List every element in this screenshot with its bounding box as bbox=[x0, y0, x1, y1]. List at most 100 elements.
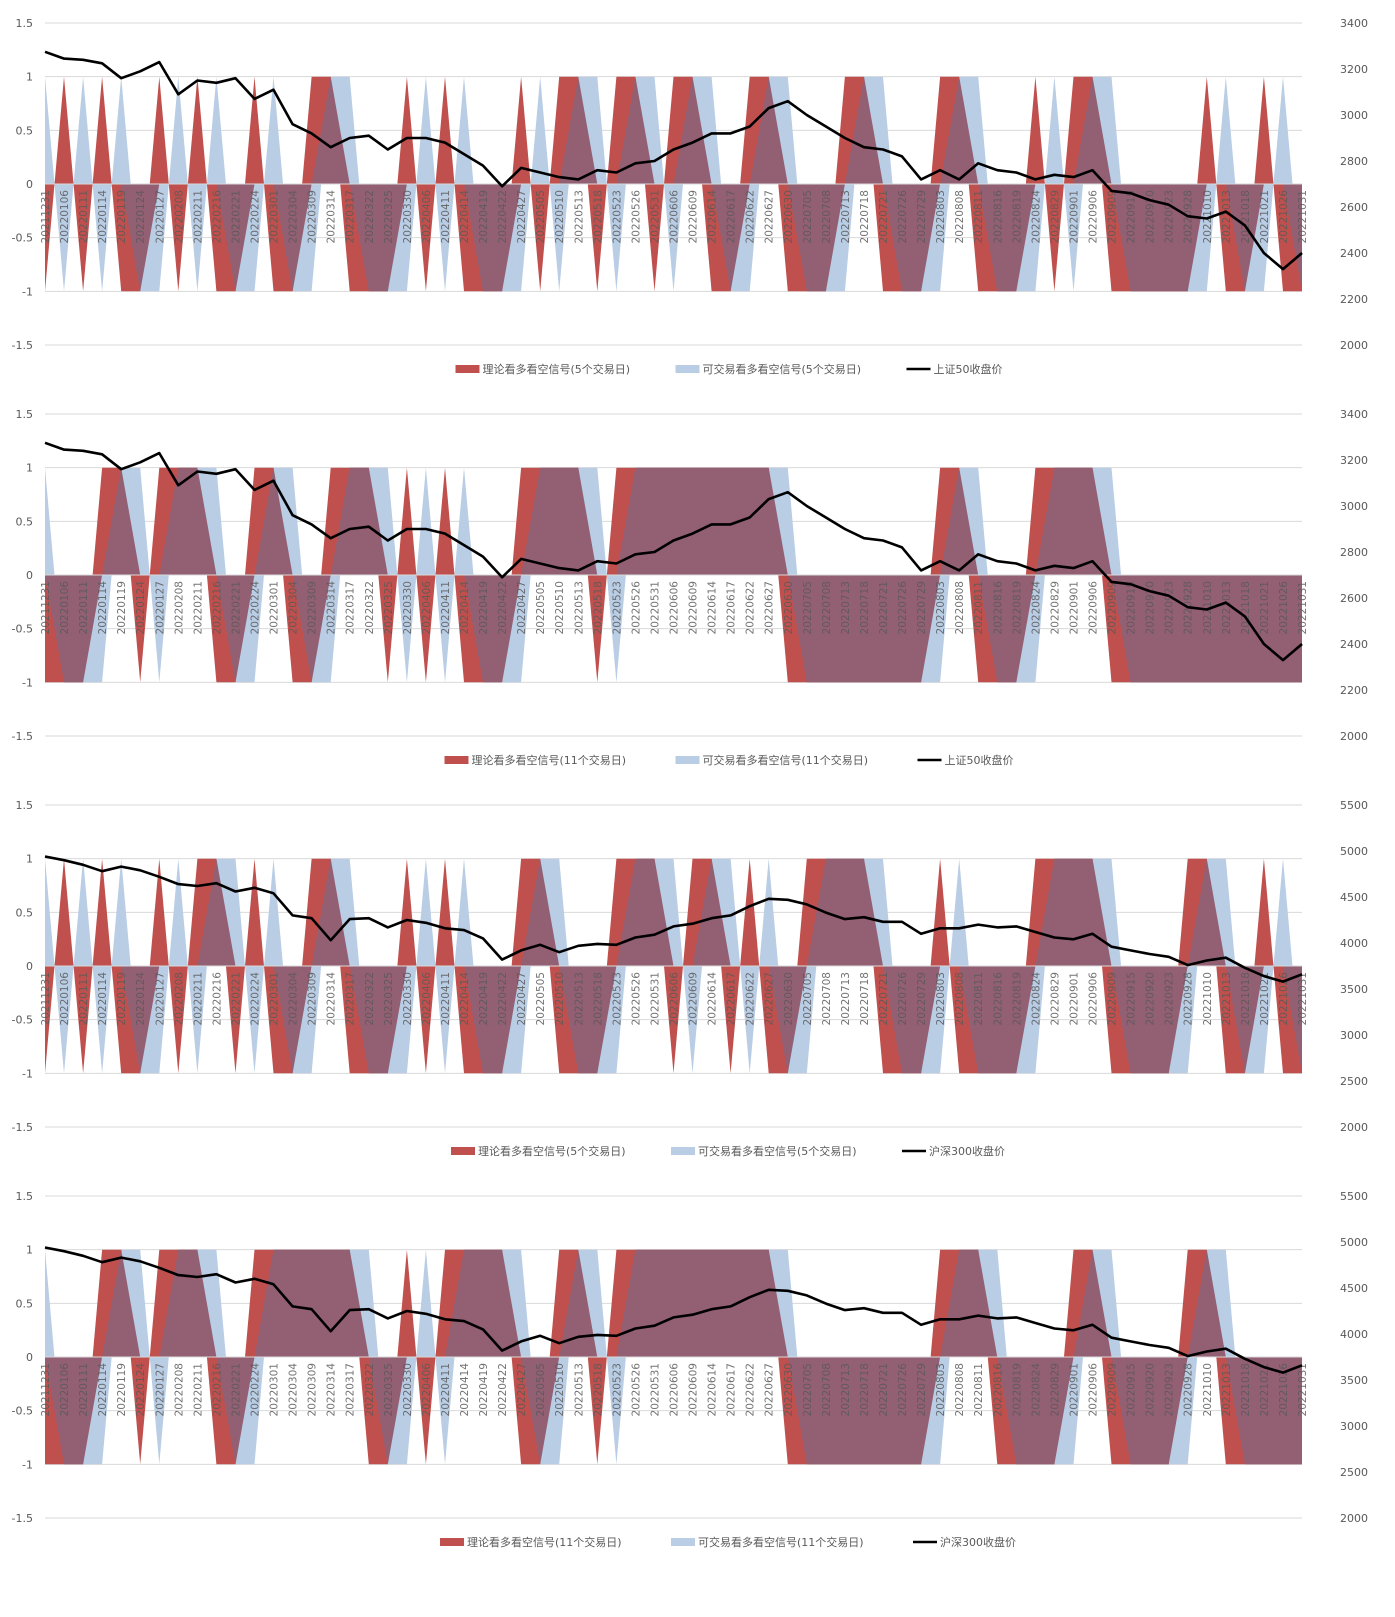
x-axis-label: 20220505 bbox=[535, 190, 547, 243]
x-axis-label: 20221018 bbox=[1240, 1363, 1252, 1416]
x-axis-label: 20220928 bbox=[1183, 1363, 1195, 1416]
x-axis-label: 20220708 bbox=[821, 190, 833, 243]
x-axis-label: 20221031 bbox=[1297, 581, 1309, 634]
x-axis-label: 20220923 bbox=[1164, 1363, 1176, 1416]
legend-close[interactable]: 沪深300收盘价 bbox=[913, 1535, 1016, 1549]
left-axis-tick: -0.5 bbox=[12, 623, 33, 636]
x-axis-label: 20221010 bbox=[1202, 1363, 1214, 1416]
x-axis-label: 20220713 bbox=[840, 190, 852, 243]
x-axis-label: 20220617 bbox=[726, 972, 738, 1025]
x-axis-label: 20220208 bbox=[173, 581, 185, 634]
right-axis-tick: 5000 bbox=[1340, 1236, 1368, 1249]
left-axis-tick: -0.5 bbox=[12, 1405, 33, 1418]
legend-close[interactable]: 上证50收盘价 bbox=[906, 362, 1003, 376]
x-axis-label: 20220708 bbox=[821, 972, 833, 1025]
right-axis-tick: 2200 bbox=[1340, 293, 1368, 306]
x-axis-label: 20220127 bbox=[154, 581, 166, 634]
x-axis-label: 20220427 bbox=[516, 1363, 528, 1416]
x-axis-label: 20221010 bbox=[1202, 581, 1214, 634]
x-axis-label: 20220627 bbox=[764, 581, 776, 634]
signal-chart-2: 1.5 1 0.5 0 -0.5 -1 -1.5 3400 3200 3000 2800 2600 24… bbox=[0, 391, 1395, 782]
x-axis-label: 20220301 bbox=[269, 1363, 281, 1416]
x-axis-label: 20221026 bbox=[1278, 581, 1290, 635]
x-axis-label: 20220221 bbox=[230, 190, 242, 243]
right-axis-tick: 5000 bbox=[1340, 845, 1368, 858]
x-axis-label: 20220909 bbox=[1107, 972, 1119, 1025]
x-axis-label: 20220216 bbox=[211, 972, 223, 1026]
x-axis-label: 20220713 bbox=[840, 1363, 852, 1416]
x-axis-label: 20220630 bbox=[783, 190, 795, 243]
x-axis-label: 20220811 bbox=[973, 972, 985, 1025]
x-axis-label: 20220322 bbox=[364, 972, 376, 1025]
legend-theory[interactable]: 理论看多看空信号(5个交易日) bbox=[451, 1144, 626, 1158]
legend-close[interactable]: 上证50收盘价 bbox=[917, 753, 1014, 767]
x-axis-label: 20220816 bbox=[992, 972, 1004, 1026]
x-axis-label: 20221018 bbox=[1240, 190, 1252, 243]
x-axis-label: 20220627 bbox=[764, 972, 776, 1025]
x-axis-label: 20220309 bbox=[307, 1363, 319, 1416]
legend-theory[interactable]: 理论看多看空信号(11个交易日) bbox=[444, 753, 627, 767]
x-axis-label: 20221021 bbox=[1259, 1363, 1271, 1416]
x-axis-label: 20220330 bbox=[402, 581, 414, 634]
x-axis-label: 20220211 bbox=[192, 581, 204, 634]
x-axis-label: 20220609 bbox=[688, 190, 700, 243]
right-axis-tick: 3000 bbox=[1340, 109, 1368, 122]
legend-close[interactable]: 沪深300收盘价 bbox=[902, 1144, 1005, 1158]
x-axis-label: 20220314 bbox=[326, 972, 338, 1026]
x-axis-label: 20220422 bbox=[497, 581, 509, 634]
x-axis-label: 20220224 bbox=[250, 1363, 262, 1417]
x-axis-label: 20220718 bbox=[859, 972, 871, 1025]
legend-swatch bbox=[671, 1147, 695, 1155]
x-axis-label: 20220127 bbox=[154, 972, 166, 1025]
x-axis-label: 20220427 bbox=[516, 581, 528, 634]
right-axis-tick: 3000 bbox=[1340, 500, 1368, 513]
legend-tradable[interactable]: 可交易看多看空信号(11个交易日) bbox=[675, 753, 869, 767]
legend-label: 可交易看多看空信号(11个交易日) bbox=[703, 753, 869, 767]
right-axis-tick: 2400 bbox=[1340, 638, 1368, 651]
legend-tradable[interactable]: 可交易看多看空信号(5个交易日) bbox=[671, 1144, 857, 1158]
x-axis-label: 20220531 bbox=[649, 1363, 661, 1416]
x-axis-label: 20220111 bbox=[78, 1363, 90, 1416]
x-axis-label: 20220726 bbox=[897, 581, 909, 635]
x-axis-label: 20220808 bbox=[954, 972, 966, 1025]
x-axis-label: 20220705 bbox=[802, 581, 814, 634]
x-axis-label: 20221026 bbox=[1278, 972, 1290, 1026]
legend-theory[interactable]: 理论看多看空信号(5个交易日) bbox=[455, 362, 631, 376]
x-axis-label: 20220630 bbox=[783, 972, 795, 1025]
x-axis-label: 20220708 bbox=[821, 1363, 833, 1416]
x-axis-label: 20220627 bbox=[764, 1363, 776, 1416]
x-axis-label: 20221013 bbox=[1221, 972, 1233, 1025]
x-axis-label: 20220901 bbox=[1068, 1363, 1080, 1416]
x-axis-label: 20220901 bbox=[1068, 581, 1080, 634]
right-axis-tick: 3500 bbox=[1340, 1374, 1368, 1387]
legend-swatch bbox=[444, 756, 469, 764]
legend-tradable[interactable]: 可交易看多看空信号(5个交易日) bbox=[675, 362, 862, 376]
x-axis-label: 20220221 bbox=[230, 581, 242, 634]
left-axis-tick: 0.5 bbox=[16, 906, 34, 919]
legend-tradable[interactable]: 可交易看多看空信号(11个交易日) bbox=[671, 1535, 864, 1549]
right-axis-tick: 2800 bbox=[1340, 155, 1368, 168]
x-axis-label: 20220317 bbox=[345, 1363, 357, 1416]
x-axis-label: 20220721 bbox=[878, 190, 890, 243]
x-axis-label: 20220617 bbox=[726, 190, 738, 243]
x-axis-label: 20220309 bbox=[307, 972, 319, 1025]
left-axis-tick: -1 bbox=[22, 285, 33, 298]
x-axis-label: 20220829 bbox=[1049, 581, 1061, 634]
right-axis-tick: 2400 bbox=[1340, 247, 1368, 260]
left-axis-tick: 1 bbox=[26, 853, 33, 866]
x-axis-label: 20220909 bbox=[1107, 190, 1119, 243]
x-axis-label: 20220614 bbox=[707, 581, 719, 635]
x-axis-label: 20220314 bbox=[326, 190, 338, 244]
legend-theory[interactable]: 理论看多看空信号(11个交易日) bbox=[440, 1535, 622, 1549]
x-axis-label: 20220124 bbox=[135, 190, 147, 244]
x-axis-label: 20220224 bbox=[250, 581, 262, 635]
legend-label: 理论看多看空信号(11个交易日) bbox=[467, 1535, 622, 1549]
x-axis-label: 20220622 bbox=[745, 1363, 757, 1416]
x-axis-label: 20220622 bbox=[745, 972, 757, 1025]
x-axis-label: 20220111 bbox=[78, 190, 90, 243]
x-axis-label: 20220309 bbox=[307, 190, 319, 243]
left-axis-tick: 0.5 bbox=[16, 515, 34, 528]
x-axis-label: 20221031 bbox=[1297, 972, 1309, 1025]
legend-label: 沪深300收盘价 bbox=[940, 1535, 1016, 1549]
x-axis-label: 20220718 bbox=[859, 581, 871, 634]
